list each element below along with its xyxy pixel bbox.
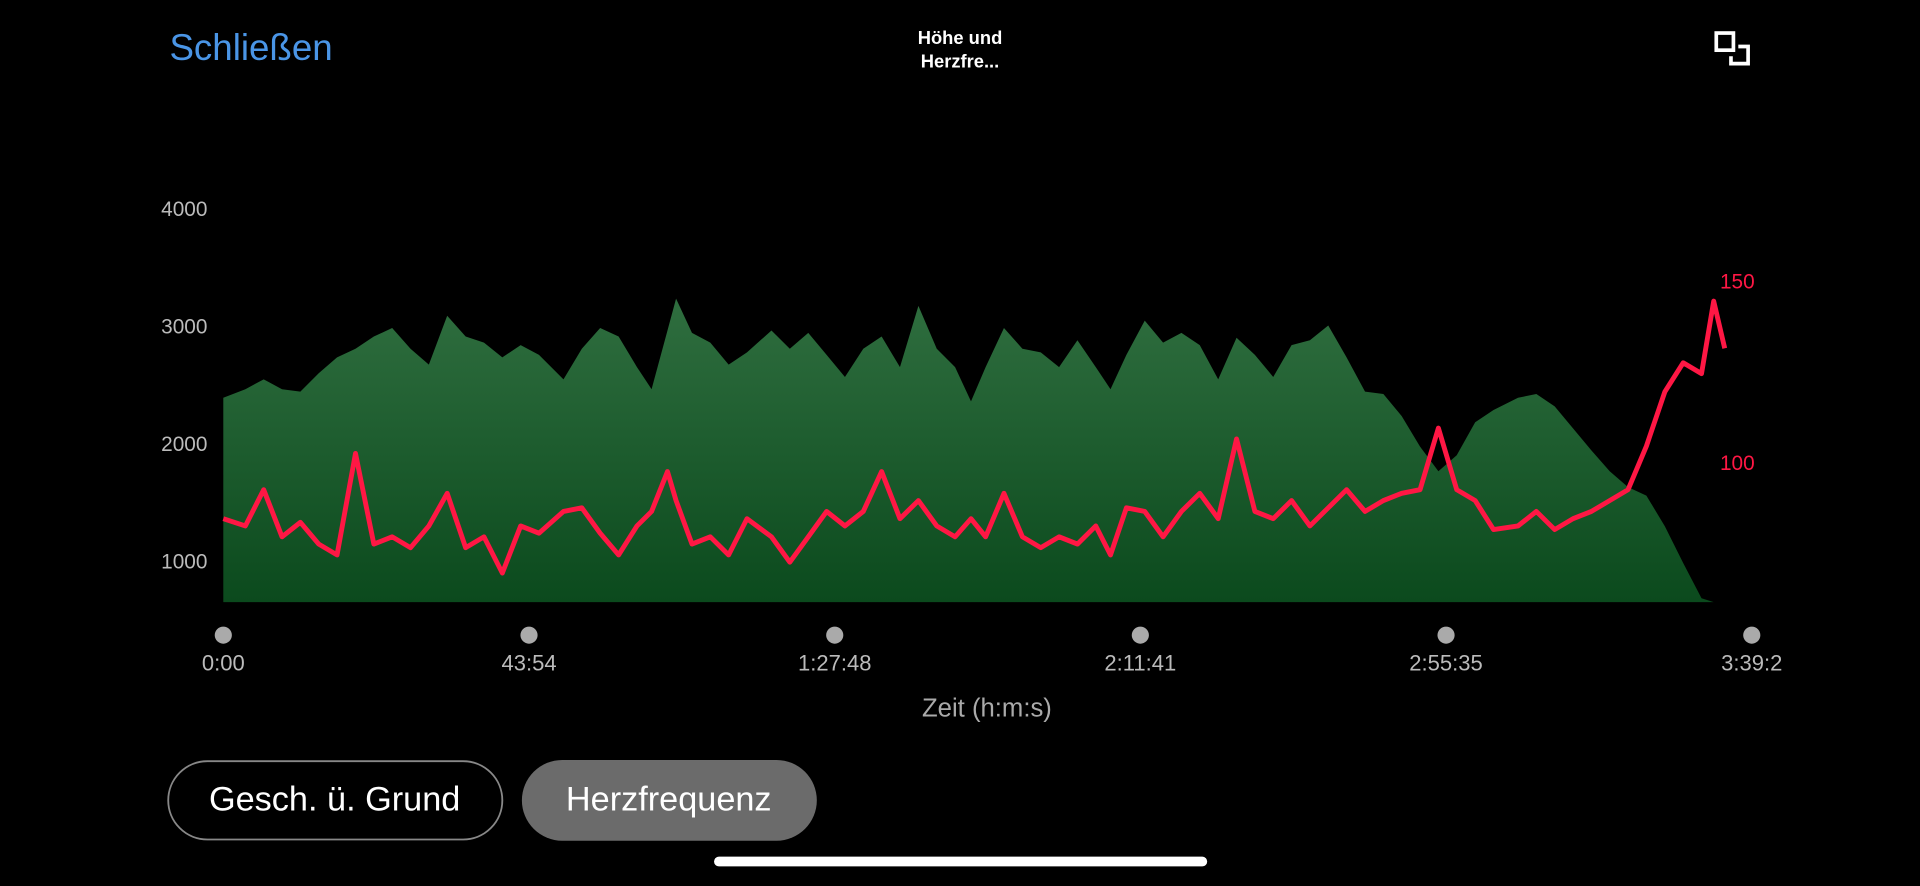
rotate-icon[interactable] xyxy=(1714,31,1750,66)
home-indicator xyxy=(714,856,1208,867)
speed-button[interactable] xyxy=(167,760,504,841)
y2-tick-label: 150 xyxy=(1720,271,1755,294)
x-tick-dot xyxy=(1743,626,1761,644)
y2-tick-label: 100 xyxy=(1720,452,1755,475)
x-tick-dot xyxy=(520,626,538,644)
elevation-area xyxy=(223,298,1725,603)
plot: 1000 2000 3000 4000 100 150 0:00 43:54 1:27:48 2:… xyxy=(161,198,1782,675)
x-tick-label: 0:00 xyxy=(202,650,245,675)
y-tick-label: 2000 xyxy=(161,433,207,456)
heart-rate-line xyxy=(222,298,1728,576)
x-tick-dot xyxy=(1131,626,1149,644)
x-tick-dot xyxy=(214,626,232,644)
y-tick-label: 3000 xyxy=(161,315,207,338)
heart-rate-button[interactable] xyxy=(521,759,817,841)
speed-button-label[interactable]: Gesch. ü. Grund xyxy=(209,781,460,819)
title: Herzfre... xyxy=(921,50,1000,71)
heart-rate-button-label[interactable]: Herzfrequenz xyxy=(566,781,772,819)
x-tick-label: 3:39:2 xyxy=(1721,650,1782,675)
y-tick-label: 4000 xyxy=(161,198,207,221)
x-axis-label: Zeit (h:m:s) xyxy=(922,695,1052,723)
x-tick-dot xyxy=(826,626,844,644)
x-tick-dot xyxy=(1437,626,1455,644)
x-tick-label: 2:11:41 xyxy=(1104,650,1176,675)
x-tick-label: 43:54 xyxy=(501,650,556,675)
title: Höhe und xyxy=(918,27,1003,48)
close-button[interactable]: Schließen xyxy=(169,27,332,68)
x-tick-label: 1:27:48 xyxy=(798,650,871,675)
x-tick-label: 2:55:35 xyxy=(1409,650,1482,675)
y-tick-label: 1000 xyxy=(161,550,207,573)
